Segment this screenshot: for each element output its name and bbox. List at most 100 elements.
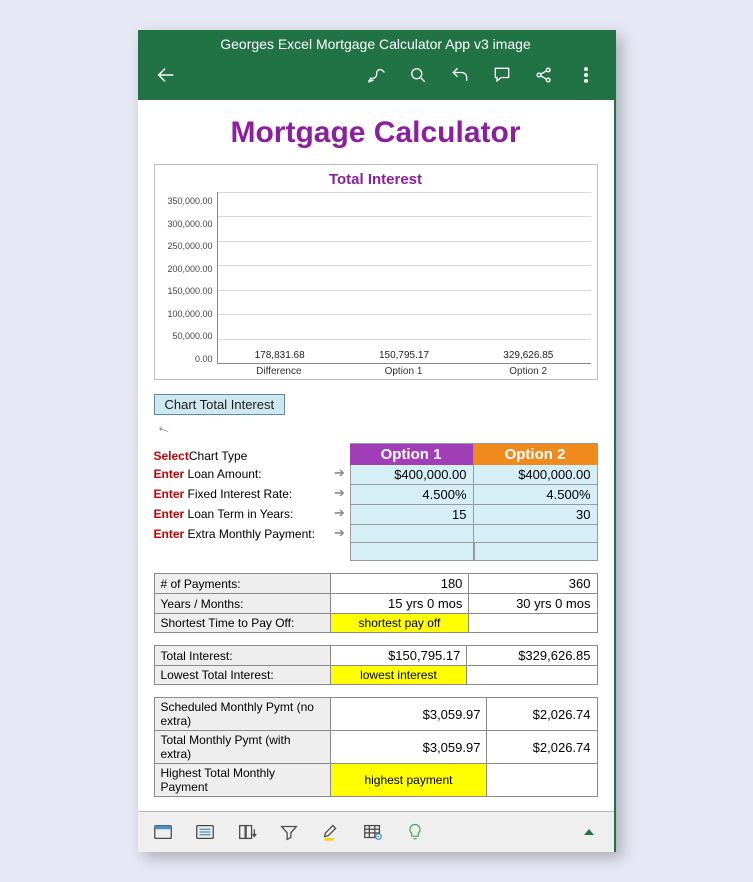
table-camera-icon[interactable] — [356, 818, 390, 846]
arrow-right-icon: ➔ — [330, 505, 350, 525]
chart-title: Total Interest — [161, 171, 591, 188]
grid-line — [218, 339, 591, 340]
bar-value-label: 178,831.68 — [255, 350, 305, 361]
interest-summary-table: Total Interest:$150,795.17$329,626.85Low… — [154, 645, 598, 685]
y-tick-label: 50,000.00 — [172, 331, 212, 341]
x-tick-label: Difference — [244, 366, 314, 377]
chart-bar: 178,831.68 — [245, 350, 315, 363]
input-label: Enter Loan Term in Years: — [154, 505, 330, 525]
highlight-row: Shortest Time to Pay Off:shortest pay of… — [154, 614, 597, 633]
highlight-icon[interactable] — [314, 818, 348, 846]
y-tick-label: 150,000.00 — [167, 286, 212, 296]
input-grid: Select Chart Type Option 1 Option 2 Ente… — [154, 443, 598, 561]
row-opt2: 360 — [469, 574, 597, 594]
more-icon[interactable] — [568, 60, 604, 90]
app-window: Georges Excel Mortgage Calculator App v3… — [138, 30, 616, 852]
row-opt2 — [467, 666, 597, 685]
share-icon[interactable] — [526, 60, 562, 90]
card-view-icon[interactable] — [146, 818, 180, 846]
monthly-payment-table: Scheduled Monthly Pymt (no extra)$3,059.… — [154, 697, 598, 797]
input-cell-opt2[interactable]: 30 — [474, 505, 598, 525]
y-tick-label: 250,000.00 — [167, 241, 212, 251]
input-cell-opt2[interactable] — [474, 525, 598, 543]
input-label: Enter Extra Monthly Payment: — [154, 525, 330, 543]
draw-icon[interactable] — [358, 60, 394, 90]
row-label: Scheduled Monthly Pymt (no extra) — [154, 698, 330, 731]
arrow-right-icon: ➔ — [330, 465, 350, 485]
chart-y-axis: 350,000.00 300,000.00 250,000.00 200,000.00… — [161, 192, 217, 382]
row-opt1: 180 — [330, 574, 469, 594]
input-label: Enter Loan Amount: — [154, 465, 330, 485]
row-label: Shortest Time to Pay Off: — [154, 614, 330, 633]
row-label: Total Interest: — [154, 646, 330, 666]
row-label: Lowest Total Interest: — [154, 666, 330, 685]
grid-line — [218, 241, 591, 242]
idea-icon[interactable] — [398, 818, 432, 846]
filter-icon[interactable] — [272, 818, 306, 846]
grid-line — [218, 314, 591, 315]
row-opt2 — [469, 614, 597, 633]
highlight-row: Lowest Total Interest:lowest interest — [154, 666, 597, 685]
row-opt2: $2,026.74 — [487, 698, 597, 731]
select-chart-type-hint: ↑ — [154, 421, 598, 439]
chart-type-dropdown[interactable]: Chart Total Interest — [154, 394, 286, 415]
row-opt2: $329,626.85 — [467, 646, 597, 666]
input-cell-opt2[interactable]: $400,000.00 — [474, 465, 598, 485]
y-tick-label: 200,000.00 — [167, 264, 212, 274]
row-label: Highest Total Monthly Payment — [154, 764, 330, 797]
row-label: Total Monthly Pymt (with extra) — [154, 731, 330, 764]
chart-bar: 150,795.17 — [369, 350, 439, 363]
undo-icon[interactable] — [442, 60, 478, 90]
arrow-right-icon: ➔ — [330, 525, 350, 543]
y-tick-label: 100,000.00 — [167, 309, 212, 319]
grid-line — [218, 192, 591, 193]
chart-x-axis: Difference Option 1 Option 2 — [161, 366, 591, 377]
input-cell-opt1[interactable]: 15 — [350, 505, 474, 525]
input-label: Enter Fixed Interest Rate: — [154, 485, 330, 505]
input-cell-opt1[interactable]: 4.500% — [350, 485, 474, 505]
table-row: Years / Months:15 yrs 0 mos30 yrs 0 mos — [154, 594, 597, 614]
input-cell-opt2[interactable]: 4.500% — [474, 485, 598, 505]
page-title: Mortgage Calculator — [154, 116, 598, 150]
chart-total-interest: Total Interest 350,000.00 300,000.00 250,0… — [154, 164, 598, 380]
x-tick-label: Option 1 — [368, 366, 438, 377]
highlight-cell: lowest interest — [330, 666, 467, 685]
y-tick-label: 300,000.00 — [167, 219, 212, 229]
payments-summary-table: # of Payments:180360Years / Months:15 yr… — [154, 573, 598, 633]
row-opt2: 30 yrs 0 mos — [469, 594, 597, 614]
row-label: Years / Months: — [154, 594, 330, 614]
back-button[interactable] — [148, 60, 184, 90]
spreadsheet-content: Mortgage Calculator Total Interest 350,0… — [138, 100, 614, 811]
pointer-arrow-icon: ↑ — [154, 423, 174, 437]
row-opt1: $3,059.97 — [330, 731, 487, 764]
search-icon[interactable] — [400, 60, 436, 90]
row-opt1: $3,059.97 — [330, 698, 487, 731]
arrow-right-icon: ➔ — [330, 485, 350, 505]
input-cell-opt1[interactable] — [350, 525, 474, 543]
option1-header: Option 1 — [350, 443, 474, 465]
row-opt1: $150,795.17 — [330, 646, 467, 666]
bar-value-label: 329,626.85 — [503, 350, 553, 361]
row-opt2 — [487, 764, 597, 797]
top-toolbar — [138, 56, 614, 100]
row-label: # of Payments: — [154, 574, 330, 594]
grid-line — [218, 216, 591, 217]
expand-up-icon[interactable] — [572, 818, 606, 846]
input-cell-opt1[interactable]: $400,000.00 — [350, 465, 474, 485]
highlight-cell: highest payment — [330, 764, 487, 797]
row-opt1: 15 yrs 0 mos — [330, 594, 469, 614]
chart-bar: 329,626.85 — [493, 350, 563, 363]
comment-icon[interactable] — [484, 60, 520, 90]
list-view-icon[interactable] — [188, 818, 222, 846]
x-tick-label: Option 2 — [493, 366, 563, 377]
bar-value-label: 150,795.17 — [379, 350, 429, 361]
sort-icon[interactable] — [230, 818, 264, 846]
grid-line — [218, 265, 591, 266]
table-row: # of Payments:180360 — [154, 574, 597, 594]
table-row: Scheduled Monthly Pymt (no extra)$3,059.… — [154, 698, 597, 731]
app-title: Georges Excel Mortgage Calculator App v3… — [220, 36, 531, 52]
highlight-row: Highest Total Monthly Paymenthighest pay… — [154, 764, 597, 797]
bottom-toolbar — [138, 811, 614, 852]
title-bar: Georges Excel Mortgage Calculator App v3… — [138, 30, 614, 56]
y-tick-label: 350,000.00 — [167, 196, 212, 206]
